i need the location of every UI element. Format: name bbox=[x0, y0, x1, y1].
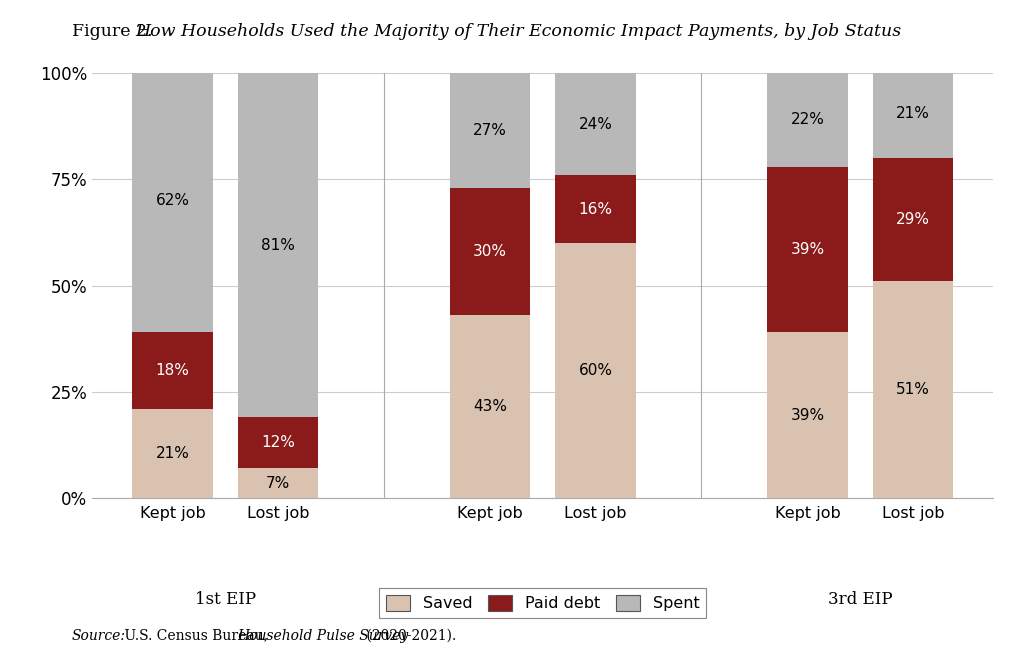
Bar bbox=[767, 167, 848, 332]
Bar bbox=[555, 243, 636, 498]
Text: Household Pulse Survey: Household Pulse Survey bbox=[238, 629, 409, 643]
Text: Source:: Source: bbox=[72, 629, 126, 643]
Bar bbox=[872, 282, 953, 498]
Bar bbox=[238, 468, 318, 498]
Bar bbox=[238, 73, 318, 417]
Text: How Households Used the Majority of Their Economic Impact Payments, by Job Statu: How Households Used the Majority of Thei… bbox=[135, 23, 901, 41]
Text: 3rd EIP: 3rd EIP bbox=[827, 592, 893, 608]
Bar bbox=[555, 175, 636, 243]
Legend: Saved, Paid debt, Spent: Saved, Paid debt, Spent bbox=[380, 588, 706, 618]
Text: 7%: 7% bbox=[266, 475, 290, 491]
Bar bbox=[872, 69, 953, 158]
Bar bbox=[132, 69, 213, 332]
Text: 16%: 16% bbox=[579, 202, 612, 216]
Bar bbox=[767, 332, 848, 498]
Bar bbox=[767, 73, 848, 167]
Text: 24%: 24% bbox=[579, 117, 612, 131]
Bar bbox=[450, 73, 530, 188]
Bar bbox=[450, 315, 530, 498]
Text: U.S. Census Bureau,: U.S. Census Bureau, bbox=[120, 629, 272, 643]
Text: 43%: 43% bbox=[473, 399, 507, 414]
Bar bbox=[132, 332, 213, 409]
Text: 39%: 39% bbox=[791, 242, 824, 257]
Text: 39%: 39% bbox=[791, 408, 824, 422]
Bar bbox=[555, 73, 636, 175]
Text: 62%: 62% bbox=[156, 193, 189, 208]
Text: 60%: 60% bbox=[579, 363, 612, 378]
Text: Figure 2.: Figure 2. bbox=[72, 23, 158, 41]
Text: 12%: 12% bbox=[261, 436, 295, 450]
Text: 21%: 21% bbox=[896, 106, 930, 121]
Text: 51%: 51% bbox=[896, 382, 930, 397]
Bar bbox=[450, 188, 530, 315]
Text: 21%: 21% bbox=[156, 446, 189, 461]
Bar bbox=[872, 158, 953, 282]
Text: 2nd EIP: 2nd EIP bbox=[509, 592, 577, 608]
Text: 29%: 29% bbox=[896, 212, 930, 227]
Text: 1st EIP: 1st EIP bbox=[195, 592, 256, 608]
Bar bbox=[238, 417, 318, 468]
Text: 30%: 30% bbox=[473, 244, 507, 259]
Text: 81%: 81% bbox=[261, 238, 295, 252]
Text: (2020-2021).: (2020-2021). bbox=[362, 629, 457, 643]
Text: 18%: 18% bbox=[156, 363, 189, 378]
Text: 27%: 27% bbox=[473, 123, 507, 138]
Text: 22%: 22% bbox=[791, 112, 824, 127]
Bar bbox=[132, 409, 213, 498]
